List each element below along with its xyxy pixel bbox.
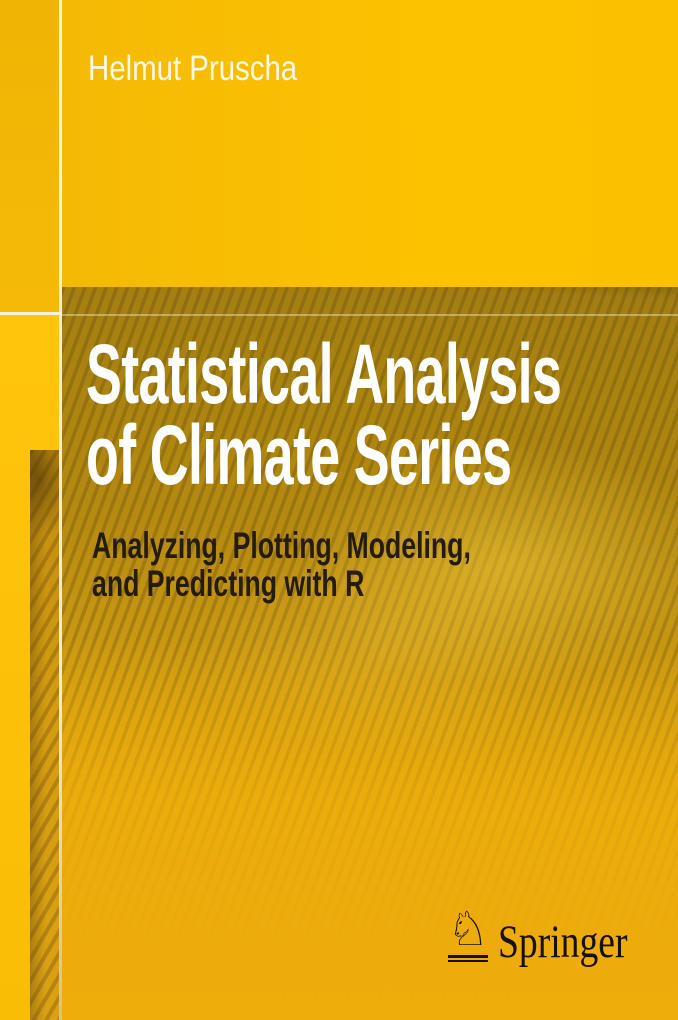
logo-double-rule xyxy=(448,954,489,962)
subtitle-line-1: Analyzing, Plotting, Modeling, xyxy=(92,525,471,566)
vertical-divider-line xyxy=(59,0,62,1020)
book-title: Statistical Analysis of Climate Series xyxy=(86,327,678,502)
circuit-board-photo-texture xyxy=(62,287,678,1020)
springer-horse-knight-icon: ♘ xyxy=(447,902,490,962)
left-accent-photo-strip xyxy=(30,450,59,1020)
book-subtitle: Analyzing, Plotting, Modeling, and Predi… xyxy=(92,527,618,603)
background-left-column-top xyxy=(0,0,59,312)
horizontal-divider-line-photo xyxy=(62,314,678,316)
author-name: Helmut Pruscha xyxy=(88,49,298,88)
title-line-1: Statistical Analysis xyxy=(86,327,562,421)
springer-logo: ♘ Springer xyxy=(447,902,660,965)
springer-wordmark: Springer xyxy=(498,915,628,968)
subtitle-line-2: and Predicting with R xyxy=(92,563,365,604)
horse-knight-glyph: ♘ xyxy=(447,902,490,957)
background-top-gold xyxy=(0,0,678,287)
horizontal-divider-line-left xyxy=(0,312,62,315)
title-line-2: of Climate Series xyxy=(86,408,512,502)
